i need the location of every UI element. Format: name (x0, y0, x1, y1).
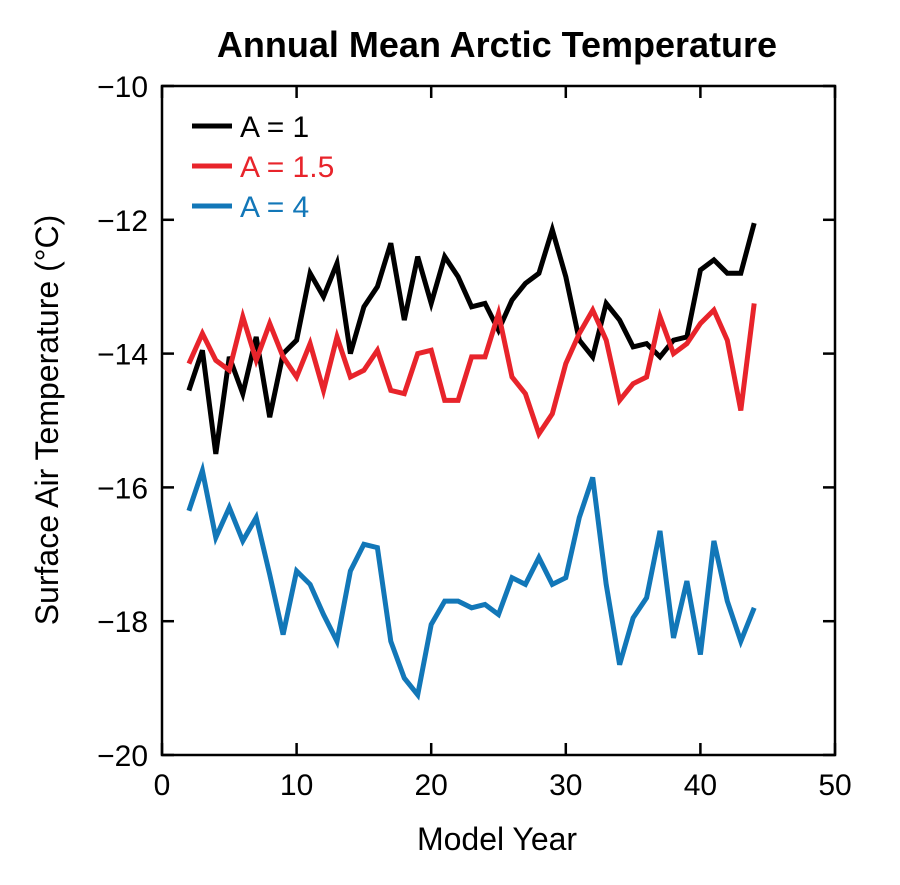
legend: A = 1 A = 1.5 A = 4 (192, 111, 334, 224)
y-tick-label: −20 (97, 740, 148, 773)
y-tick-label: −10 (97, 71, 148, 104)
y-tick-label: −14 (97, 339, 148, 372)
x-tick-label: 40 (684, 769, 717, 802)
x-tick-label: 50 (818, 769, 851, 802)
y-tick-label: −18 (97, 606, 148, 639)
axes: 0 10 20 30 40 50 −20 −18 −16 −14 −12 −10 (97, 71, 852, 802)
plot-frame (160, 84, 837, 757)
series-line-2 (186, 303, 757, 440)
y-tick-label: −16 (97, 472, 148, 505)
legend-label-1: A = 1 (240, 111, 309, 144)
x-tick-label: 10 (280, 769, 313, 802)
chart-title: Annual Mean Arctic Temperature (217, 24, 777, 65)
x-axis-label: Model Year (417, 821, 577, 857)
x-tick-label: 30 (549, 769, 582, 802)
series-line-3 (186, 461, 757, 701)
x-tick-label: 0 (154, 769, 171, 802)
y-axis-label: Surface Air Temperature (°C) (29, 215, 65, 626)
legend-label-2: A = 1.5 (240, 151, 334, 184)
x-tick-label: 20 (415, 769, 448, 802)
y-tick-label: −12 (97, 205, 148, 238)
legend-label-3: A = 4 (240, 191, 309, 224)
series-lines (186, 221, 757, 701)
